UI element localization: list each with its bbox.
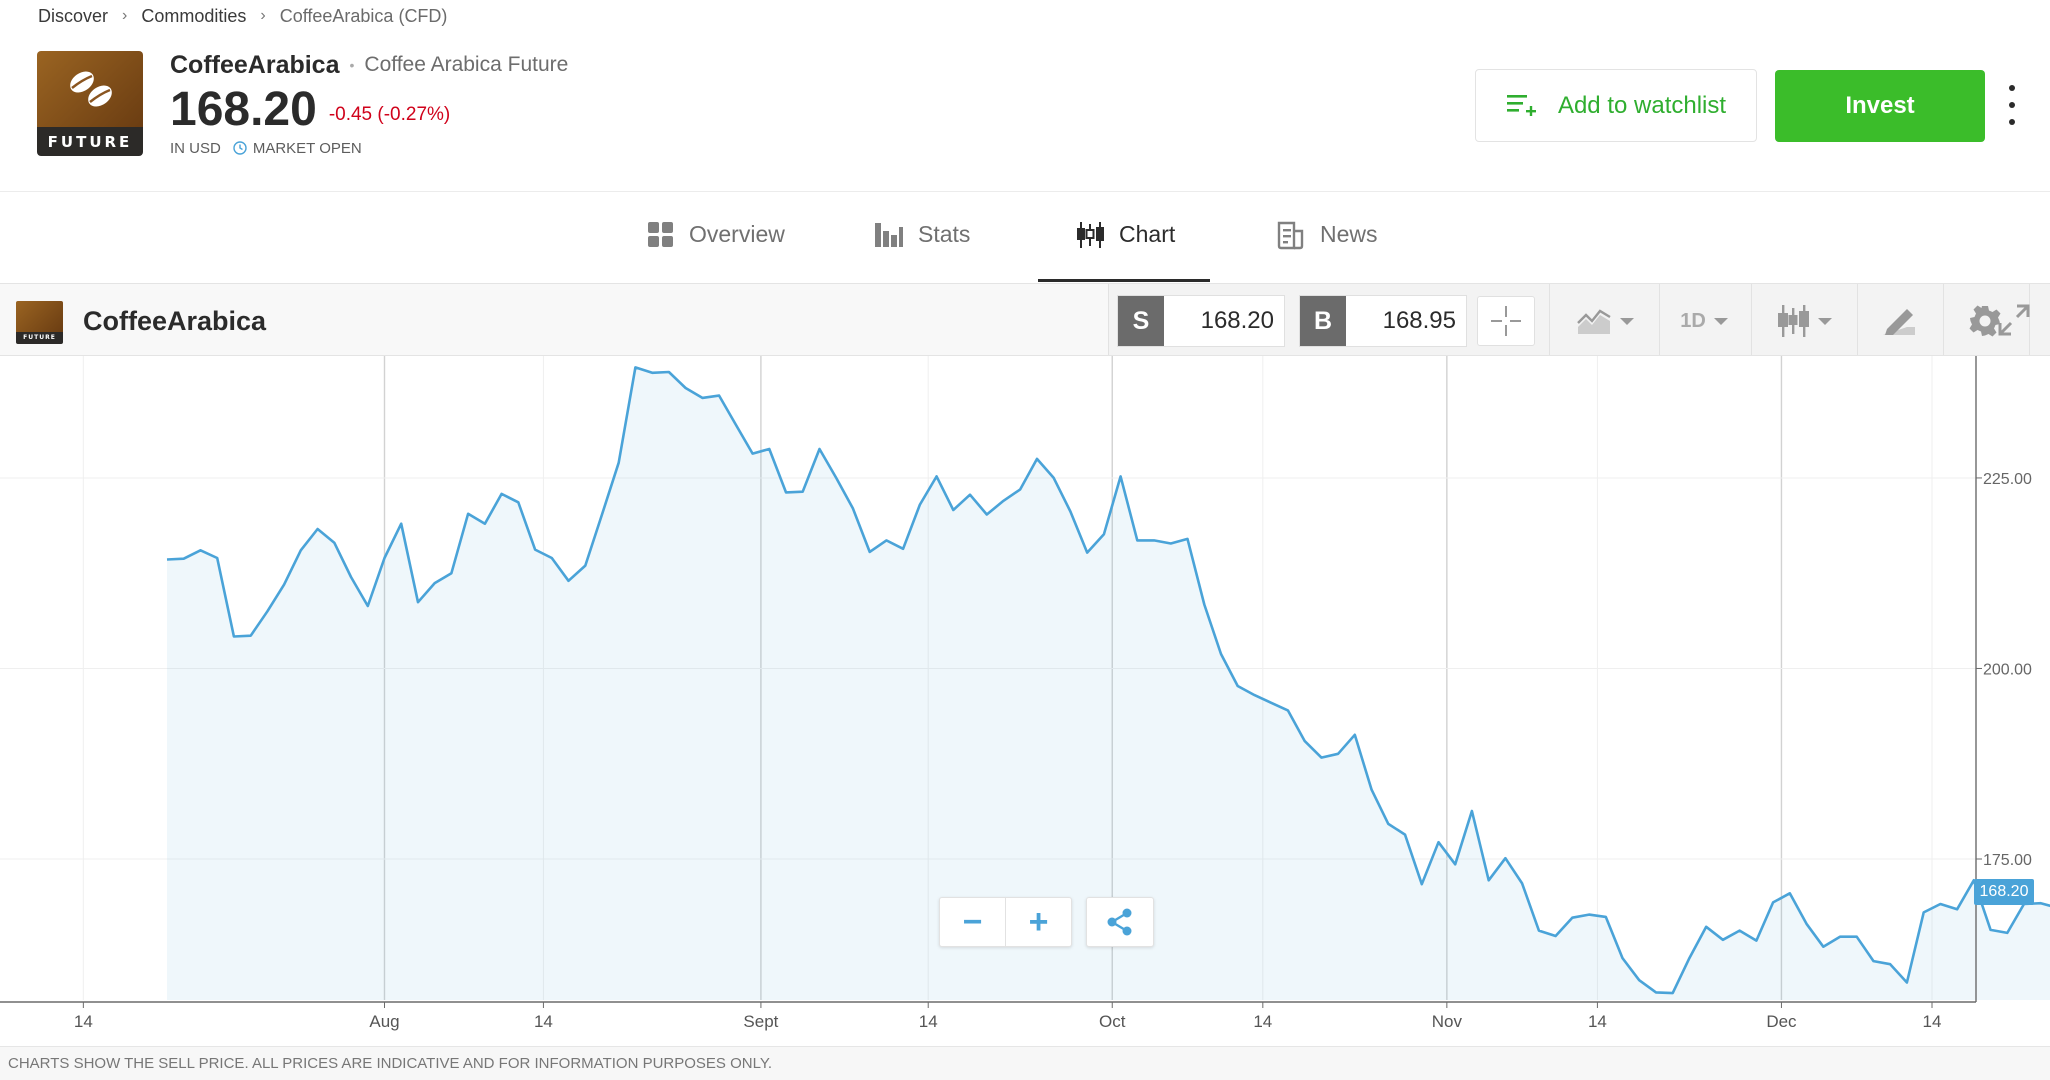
instrument-logo-small: FUTURE <box>16 301 63 344</box>
share-icon <box>1107 908 1132 936</box>
grid-icon <box>648 222 673 247</box>
x-tick-label: Sept <box>743 1012 778 1031</box>
current-price: 168.20 <box>170 83 317 136</box>
breadcrumb-current: CoffeeArabica (CFD) <box>279 5 448 26</box>
x-tick-label: Dec <box>1766 1012 1797 1031</box>
sell-label: S <box>1118 296 1164 346</box>
watchlist-label: Add to watchlist <box>1557 91 1727 119</box>
price-change: -0.45 (-0.27%) <box>328 104 451 125</box>
share-button[interactable] <box>1086 897 1154 947</box>
y-tick-label: 175.00 <box>1983 852 2032 869</box>
instrument-full-name: Coffee Arabica Future <box>364 53 569 76</box>
tab-label: News <box>1320 221 1378 247</box>
tab-label: Overview <box>689 221 785 247</box>
chart-disclaimer: CHARTS SHOW THE SELL PRICE. ALL PRICES A… <box>0 1046 2050 1080</box>
indicators-dropdown[interactable] <box>1765 296 1843 346</box>
breadcrumb-commodities[interactable]: Commodities <box>141 5 247 26</box>
gear-icon <box>1969 305 2001 337</box>
expand-icon <box>1998 304 2030 336</box>
sell-rate[interactable]: S 168.20 <box>1117 295 1285 347</box>
chevron-right-icon: › <box>260 7 266 24</box>
buy-rate[interactable]: B 168.95 <box>1299 295 1467 347</box>
price-row: 168.20 -0.45 (-0.27%) <box>170 80 450 136</box>
breadcrumb: Discover › Commodities › CoffeeArabica (… <box>38 2 447 30</box>
bar-chart-icon <box>875 223 903 247</box>
fullscreen-button[interactable] <box>1992 295 2036 345</box>
chevron-down-icon <box>1818 317 1832 325</box>
watchlist-add-icon <box>1506 94 1536 116</box>
sell-value: 168.20 <box>1200 307 1274 334</box>
x-tick-label: 14 <box>1923 1012 1942 1031</box>
tab-label: Stats <box>918 221 971 247</box>
price-meta: IN USD MARKET OPEN <box>170 138 362 158</box>
chevron-down-icon <box>1620 317 1634 325</box>
tab-stats[interactable]: Stats <box>874 215 970 281</box>
add-to-watchlist-button[interactable]: Add to watchlist <box>1475 69 1757 142</box>
tab-bar: Overview Stats Chart News <box>0 215 2050 281</box>
tab-overview[interactable]: Overview <box>647 215 785 281</box>
coffee-beans-icon <box>37 51 143 127</box>
buy-label: B <box>1300 296 1346 346</box>
instrument-symbol: CoffeeArabica <box>170 50 340 79</box>
price-area-fill <box>167 367 2050 1000</box>
currency-label: IN USD <box>170 139 221 157</box>
tab-news[interactable]: News <box>1276 215 1378 281</box>
drawing-tools-button[interactable] <box>1871 296 1927 346</box>
separator-dot: • <box>349 57 355 73</box>
crosshair-button[interactable] <box>1477 296 1535 346</box>
zoom-out-button[interactable]: − <box>962 902 983 941</box>
x-tick-label: Aug <box>369 1012 399 1031</box>
x-tick-label: Oct <box>1099 1012 1126 1031</box>
chart-toolbar: FUTURE CoffeeArabica S 168.20 B 168.95 <box>0 283 2050 356</box>
y-tick-label: 200.00 <box>1983 661 2032 678</box>
instrument-title: CoffeeArabica • Coffee Arabica Future <box>170 50 568 80</box>
zoom-controls: − + <box>939 897 1072 947</box>
price-series-line <box>166 366 2050 995</box>
instrument-logo: FUTURE <box>37 51 143 156</box>
market-status: MARKET OPEN <box>252 139 362 157</box>
crosshair-icon <box>1491 306 1521 336</box>
candlestick-icon <box>1778 305 1809 337</box>
invest-button[interactable]: Invest <box>1775 70 1985 142</box>
chart-controls: S 168.20 B 168.95 1D <box>1108 284 2050 355</box>
x-tick-label: 14 <box>74 1012 93 1031</box>
chart-instrument-name: CoffeeArabica <box>83 306 267 336</box>
x-tick-label: 14 <box>919 1012 938 1031</box>
clock-icon <box>233 141 247 155</box>
pencil-ruler-icon <box>1883 309 1915 335</box>
more-options-icon[interactable] <box>2000 85 2024 125</box>
logo-label: FUTURE <box>37 127 143 156</box>
y-tick-label: 225.00 <box>1983 471 2032 488</box>
candlestick-icon <box>1077 222 1104 248</box>
timeframe-value: 1D <box>1680 309 1706 332</box>
chevron-down-icon <box>1713 317 1728 325</box>
price-chart[interactable]: 175.00 200.00 225.00 14 Aug 14 Sept 14 Oct 14 Nov 1… <box>0 356 2050 1046</box>
x-tick-label: 14 <box>1588 1012 1607 1031</box>
timeframe-dropdown[interactable]: 1D <box>1671 296 1737 346</box>
x-tick-label: Nov <box>1432 1012 1463 1031</box>
x-tick-label: 14 <box>1253 1012 1272 1031</box>
chevron-right-icon: › <box>122 7 128 24</box>
zoom-in-button[interactable]: + <box>1028 902 1049 941</box>
tab-label: Chart <box>1119 221 1176 247</box>
breadcrumb-discover[interactable]: Discover <box>38 5 109 26</box>
current-price-tag: 168.20 <box>1974 879 2034 905</box>
buy-value: 168.95 <box>1382 307 1456 334</box>
chart-type-dropdown[interactable] <box>1565 296 1645 346</box>
line-chart-icon <box>1577 309 1611 334</box>
settings-button[interactable] <box>1955 296 2015 346</box>
tab-chart[interactable]: Chart <box>1075 215 1175 281</box>
document-icon <box>1277 221 1304 250</box>
active-tab-indicator <box>1038 279 1210 282</box>
header-divider <box>0 191 2050 192</box>
x-tick-label: 14 <box>534 1012 553 1031</box>
